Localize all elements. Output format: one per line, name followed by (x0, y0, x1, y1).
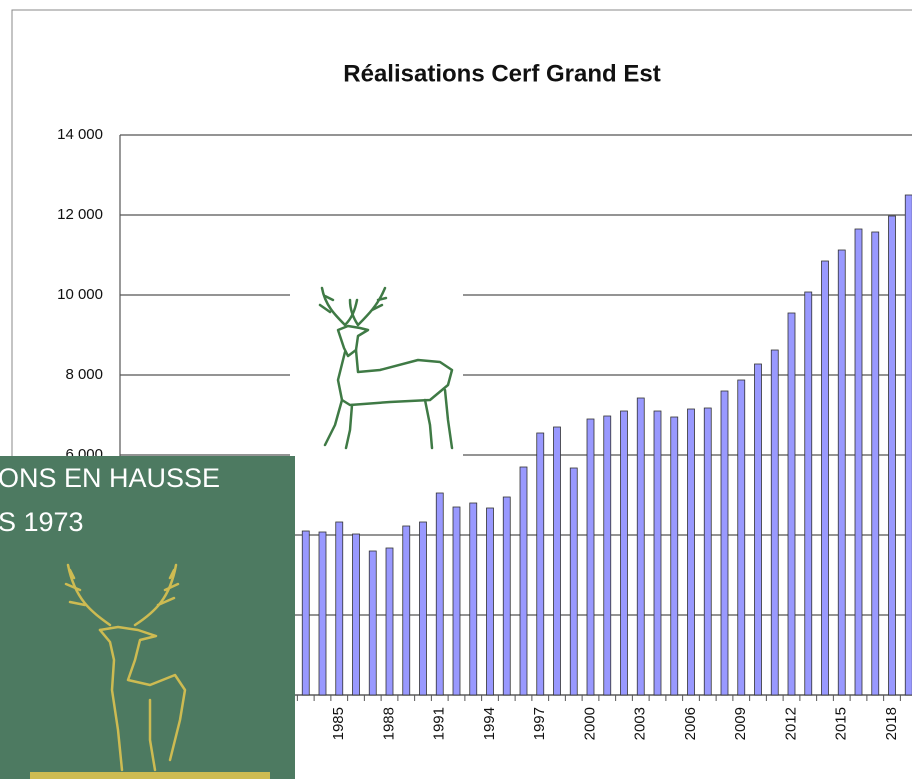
x-tick-label: 2018 (883, 707, 900, 740)
x-tick-label: 2003 (632, 707, 649, 740)
bar (904, 194, 912, 696)
bar (553, 426, 561, 696)
bar (620, 410, 628, 696)
bar (821, 260, 829, 696)
bar (486, 507, 494, 696)
x-tick-label: 2006 (682, 707, 699, 740)
x-tick-label: 2009 (732, 707, 749, 740)
bar (536, 432, 545, 696)
bar (352, 533, 360, 696)
y-tick-label: 12 000 (57, 206, 103, 223)
panel-text: ONS EN HAUSSE (0, 463, 220, 493)
x-tick-label: 1994 (481, 707, 498, 740)
bar (385, 547, 394, 696)
bar (402, 525, 411, 696)
x-tick-label: 1997 (531, 707, 548, 740)
bar (318, 531, 327, 696)
bar (703, 407, 712, 696)
bar (687, 408, 695, 696)
promo-panel: ONS EN HAUSSE S 1973 (0, 456, 295, 779)
y-tick-label: 14 000 (57, 126, 103, 143)
gold-bar (30, 772, 270, 779)
bar (636, 397, 645, 696)
bar (653, 410, 662, 696)
bar (837, 249, 846, 696)
bar (670, 416, 679, 696)
deer-picture (290, 280, 463, 456)
bar (435, 492, 444, 696)
bar (754, 363, 762, 696)
bar (469, 502, 478, 696)
deer-drawing (318, 286, 454, 450)
y-tick-label: 8 000 (65, 366, 103, 383)
bar (569, 467, 578, 696)
bar (452, 506, 461, 696)
bar (301, 530, 310, 696)
x-tick-label: 2015 (833, 707, 850, 740)
bar (502, 496, 511, 696)
x-tick-label: 1988 (380, 707, 397, 740)
bar (335, 521, 344, 696)
bar (519, 466, 528, 696)
bar (871, 231, 880, 696)
x-tick-label: 1991 (431, 707, 448, 740)
bar (586, 418, 595, 696)
bar (787, 312, 796, 696)
bar (854, 228, 863, 696)
bar (419, 521, 427, 696)
picture-background (290, 280, 463, 456)
bar (720, 390, 729, 696)
bar (770, 349, 779, 696)
panel-text: S 1973 (0, 507, 84, 537)
bar (888, 215, 896, 696)
x-tick-label: 1985 (330, 707, 347, 740)
x-tick-label: 2012 (782, 707, 799, 740)
chart-title: Réalisations Cerf Grand Est (343, 60, 660, 87)
x-tick-label: 2000 (581, 707, 598, 740)
bar (368, 550, 377, 696)
y-tick-label: 10 000 (57, 286, 103, 303)
gold-deer (64, 563, 187, 772)
bar (737, 379, 746, 696)
bar (603, 415, 612, 696)
bar (804, 291, 813, 696)
